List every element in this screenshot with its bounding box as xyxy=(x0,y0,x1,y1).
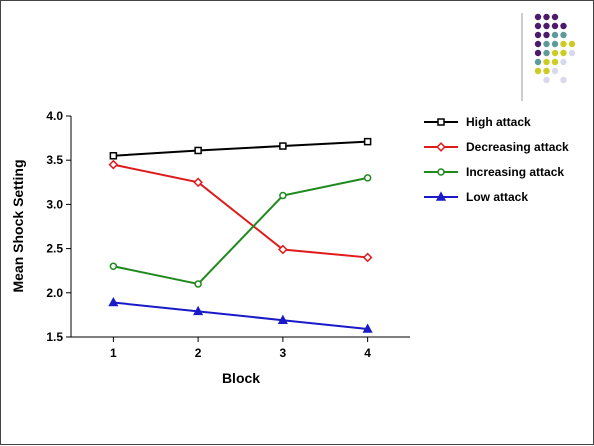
decor-dot xyxy=(534,13,542,21)
x-ticks: 1 2 3 4 xyxy=(110,337,371,360)
x-tick-label: 2 xyxy=(195,346,202,360)
data-point-increasing-attack xyxy=(109,262,118,271)
legend-item-decreasing-attack: Decreasing attack xyxy=(424,140,569,154)
legend-item-increasing-attack: Increasing attack xyxy=(424,165,564,179)
y-tick-label: 1.5 xyxy=(46,330,63,344)
data-point-increasing-attack xyxy=(194,280,202,288)
decor-dot xyxy=(534,67,542,75)
legend-label: Decreasing attack xyxy=(466,140,569,154)
decor-dot xyxy=(534,40,542,48)
decor-dot xyxy=(560,31,567,39)
decor-dot xyxy=(534,31,542,39)
decor-dot xyxy=(534,22,542,30)
decor-dot xyxy=(568,49,576,57)
series-layer xyxy=(108,137,373,333)
y-tick-label: 2.5 xyxy=(46,242,63,256)
decor-dot xyxy=(560,58,567,66)
data-point-decreasing-attack xyxy=(108,159,119,170)
series-low-attack xyxy=(108,296,373,333)
data-point-low-attack xyxy=(277,314,288,324)
legend-item-high-attack: High attack xyxy=(424,115,531,129)
legend-item-low-attack: Low attack xyxy=(424,190,528,204)
data-point-low-attack xyxy=(362,323,373,333)
decor-dot xyxy=(551,22,559,30)
data-point-high-attack xyxy=(279,142,287,150)
series-high-attack xyxy=(109,137,372,160)
decor-dot xyxy=(543,67,550,75)
legend: High attack Decreasing attack Increasing a… xyxy=(424,115,569,204)
decor-dot xyxy=(568,40,576,48)
decor-dot xyxy=(551,67,559,75)
y-tick-label: 4.0 xyxy=(46,109,63,123)
corner-decoration xyxy=(534,13,576,84)
decor-dot xyxy=(560,49,567,57)
x-tick-label: 1 xyxy=(110,346,117,360)
y-tick-label: 3.0 xyxy=(46,197,63,211)
y-axis-title: Mean Shock Setting xyxy=(10,159,26,292)
legend-marker xyxy=(437,168,445,176)
data-point-decreasing-attack xyxy=(278,244,288,255)
legend-marker xyxy=(435,191,447,201)
decor-dot xyxy=(551,13,559,21)
decor-dot xyxy=(543,13,550,21)
legend-label: Low attack xyxy=(466,190,528,204)
data-point-decreasing-attack xyxy=(362,252,373,263)
legend-label: Increasing attack xyxy=(466,165,564,179)
data-point-high-attack xyxy=(363,137,372,146)
data-point-low-attack xyxy=(108,296,119,307)
x-tick-label: 4 xyxy=(364,346,371,360)
decor-dot xyxy=(534,49,542,57)
decor-dot xyxy=(560,22,567,30)
decor-dot xyxy=(543,76,550,84)
series-line-decreasing-attack xyxy=(113,163,368,259)
decor-dot xyxy=(543,22,550,30)
decor-dot xyxy=(560,40,567,48)
decor-dot xyxy=(543,40,550,48)
decor-dot xyxy=(543,31,550,39)
series-line-low-attack xyxy=(113,301,368,331)
legend-label: High attack xyxy=(466,115,531,129)
decor-dot xyxy=(551,31,559,39)
x-tick-label: 3 xyxy=(280,346,287,360)
data-point-increasing-attack xyxy=(279,191,287,200)
decor-dot xyxy=(551,40,559,48)
y-tick-label: 2.0 xyxy=(46,286,63,300)
y-ticks: 1.5 2.0 2.5 3.0 3.5 4.0 xyxy=(46,109,71,344)
legend-marker xyxy=(436,142,446,152)
data-point-increasing-attack xyxy=(363,174,372,182)
legend-marker xyxy=(437,118,445,126)
series-increasing-attack xyxy=(109,174,372,288)
data-point-low-attack xyxy=(193,305,204,316)
decor-dot xyxy=(560,76,567,84)
series-line-increasing-attack xyxy=(113,176,368,286)
series-line-high-attack xyxy=(113,140,368,157)
data-point-high-attack xyxy=(194,146,202,155)
plot-axes xyxy=(70,116,410,338)
data-point-high-attack xyxy=(109,152,118,160)
series-decreasing-attack xyxy=(108,159,373,263)
decor-dot xyxy=(543,49,550,57)
decor-dot xyxy=(551,49,559,57)
decor-dot xyxy=(551,58,559,66)
x-axis-title: Block xyxy=(222,370,260,386)
y-tick-label: 3.5 xyxy=(46,153,63,167)
decor-dot xyxy=(534,58,542,66)
decor-dot xyxy=(543,58,550,66)
data-point-decreasing-attack xyxy=(193,177,203,188)
